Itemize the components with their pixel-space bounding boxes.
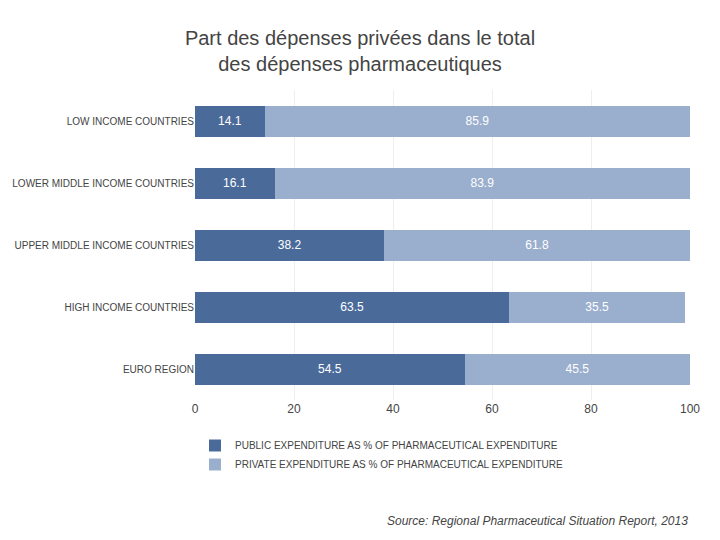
svg-text:Part des dépenses privées dans: Part des dépenses privées dans le totald… — [185, 27, 535, 75]
svg-text:38.2: 38.2 — [278, 238, 302, 252]
svg-text:80: 80 — [584, 402, 598, 416]
svg-text:UPPER MIDDLE INCOME COUNTRIES: UPPER MIDDLE INCOME COUNTRIES — [15, 240, 195, 251]
svg-text:54.5: 54.5 — [318, 362, 342, 376]
svg-text:20: 20 — [287, 402, 301, 416]
svg-text:85.9: 85.9 — [466, 114, 490, 128]
svg-text:40: 40 — [386, 402, 400, 416]
svg-text:14.1: 14.1 — [218, 114, 242, 128]
svg-text:35.5: 35.5 — [585, 300, 609, 314]
svg-text:100: 100 — [680, 402, 700, 416]
svg-text:EURO REGION: EURO REGION — [123, 364, 194, 375]
svg-text:61.8: 61.8 — [525, 238, 549, 252]
svg-text:16.1: 16.1 — [223, 176, 247, 190]
svg-text:LOWER MIDDLE INCOME COUNTRIES: LOWER MIDDLE INCOME COUNTRIES — [12, 178, 194, 189]
svg-text:45.5: 45.5 — [566, 362, 590, 376]
svg-text:83.9: 83.9 — [471, 176, 495, 190]
svg-text:Source: Regional Pharmaceutica: Source: Regional Pharmaceutical Situatio… — [387, 514, 688, 528]
svg-text:63.5: 63.5 — [340, 300, 364, 314]
svg-text:PUBLIC EXPENDITURE AS % OF PHA: PUBLIC EXPENDITURE AS % OF PHARMACEUTICA… — [235, 440, 558, 451]
svg-text:LOW INCOME COUNTRIES: LOW INCOME COUNTRIES — [67, 116, 195, 127]
svg-text:0: 0 — [192, 402, 199, 416]
svg-text:60: 60 — [485, 402, 499, 416]
svg-text:PRIVATE EXPENDITURE AS % OF PH: PRIVATE EXPENDITURE AS % OF PHARMACEUTIC… — [235, 459, 563, 470]
svg-text:HIGH INCOME COUNTRIES: HIGH INCOME COUNTRIES — [65, 302, 195, 313]
